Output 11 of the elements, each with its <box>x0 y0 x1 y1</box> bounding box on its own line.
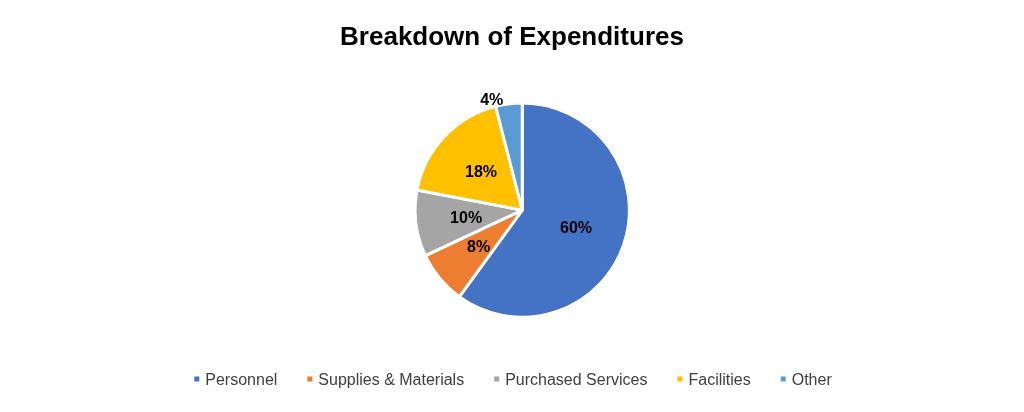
legend-label: Other <box>791 370 833 388</box>
data-label: 10% <box>450 208 483 226</box>
data-label: 60% <box>560 219 593 237</box>
legend-label: Personnel <box>205 370 278 388</box>
legend-label: Facilities <box>688 370 751 388</box>
legend-label: Supplies & Materials <box>318 370 465 388</box>
chart-title: Breakdown of Expenditures <box>340 21 684 51</box>
data-label: 4% <box>480 91 504 109</box>
data-label: 8% <box>467 237 491 255</box>
legend-label: Purchased Services <box>505 370 648 388</box>
data-label: 18% <box>464 162 498 180</box>
